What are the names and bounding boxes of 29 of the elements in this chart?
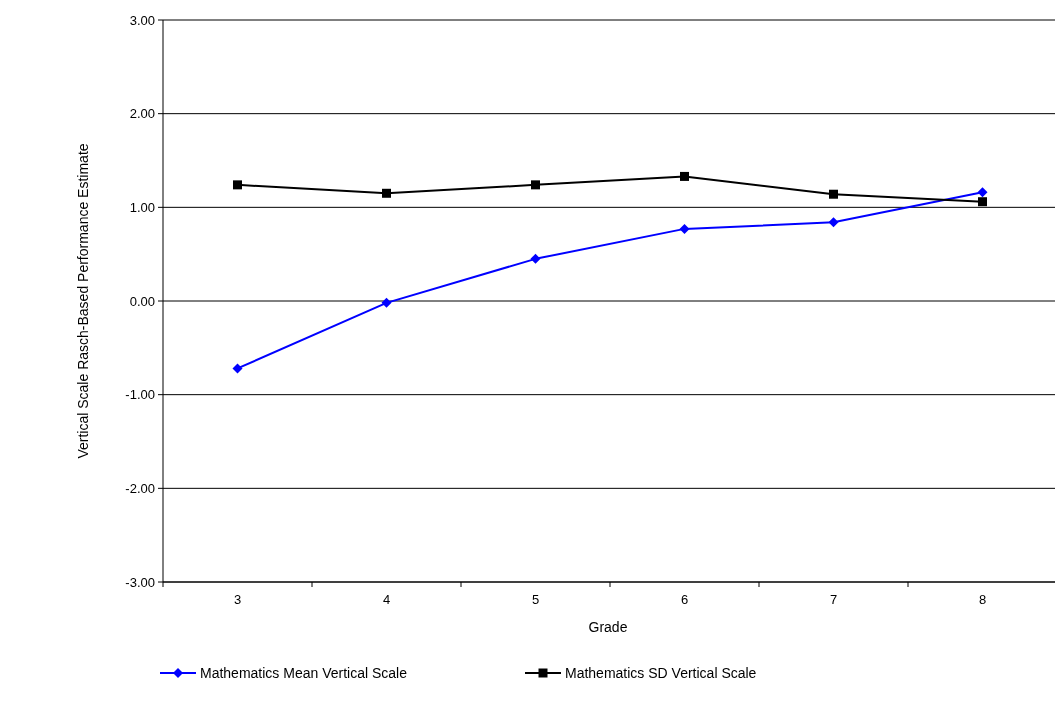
y-tick-label: -1.00 (125, 387, 155, 403)
x-axis-title: Grade (588, 619, 628, 635)
point (680, 171, 689, 181)
x-tick-label: 4 (382, 592, 391, 607)
y-tick-label: 0.00 (129, 293, 155, 309)
x-tick-label: 5 (531, 592, 540, 607)
point (382, 188, 391, 198)
y-tick-label: -2.00 (125, 480, 155, 496)
point (978, 197, 987, 207)
x-tick-label: 3 (233, 592, 242, 607)
point (381, 297, 392, 308)
point (530, 253, 541, 264)
point (531, 180, 540, 190)
y-tick-label: 1.00 (129, 199, 155, 215)
point (828, 217, 839, 228)
point (233, 180, 242, 190)
x-tick-label: 7 (829, 592, 838, 607)
x-tick-label: 6 (680, 592, 689, 607)
point (977, 187, 988, 198)
point (829, 189, 838, 199)
point (679, 223, 690, 234)
legend-label: Mathematics Mean Vertical Scale (200, 664, 408, 681)
point (232, 363, 243, 374)
y-axis-title: Vertical Scale Rasch-Based Performance Estimate (75, 143, 91, 459)
y-tick-label: -3.00 (125, 574, 155, 590)
y-tick-label: 3.00 (129, 12, 155, 28)
legend-label: Mathematics SD Vertical Scale (565, 664, 757, 681)
y-tick-label: 2.00 (129, 106, 155, 122)
x-tick-label: 8 (978, 592, 987, 607)
